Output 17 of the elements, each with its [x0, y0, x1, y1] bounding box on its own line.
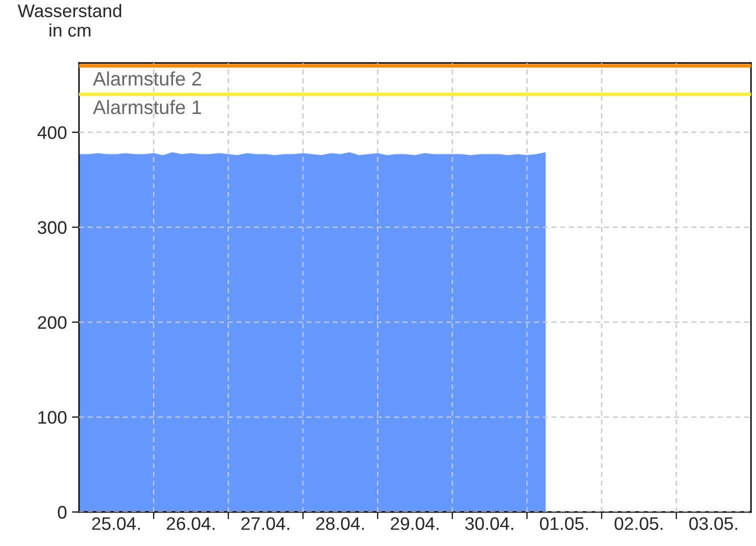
x-tick-label: 03.05. — [689, 517, 738, 530]
y-tick-label: 0 — [58, 506, 66, 519]
x-tick-label: 30.04. — [465, 517, 514, 530]
y-tick-label: 200 — [38, 316, 66, 329]
x-tick-label: 29.04. — [390, 517, 438, 530]
x-tick-label: 01.05. — [540, 517, 588, 530]
y-tick-label: 100 — [38, 411, 66, 424]
y-tick-label: 300 — [38, 221, 66, 234]
x-tick-label: 02.05. — [614, 517, 662, 530]
x-tick-label: 27.04. — [241, 517, 290, 530]
y-tick-label: 400 — [37, 126, 66, 140]
x-tick-label: 26.04. — [166, 517, 214, 530]
ref-line-label: Alarmstufe 1 — [92, 100, 202, 114]
y-axis-title: Wasserstand in cm — [18, 4, 122, 37]
x-tick-label: 25.04. — [92, 517, 140, 530]
ref-line-label: Alarmstufe 2 — [92, 71, 202, 86]
x-tick-label: 28.04. — [316, 517, 364, 530]
